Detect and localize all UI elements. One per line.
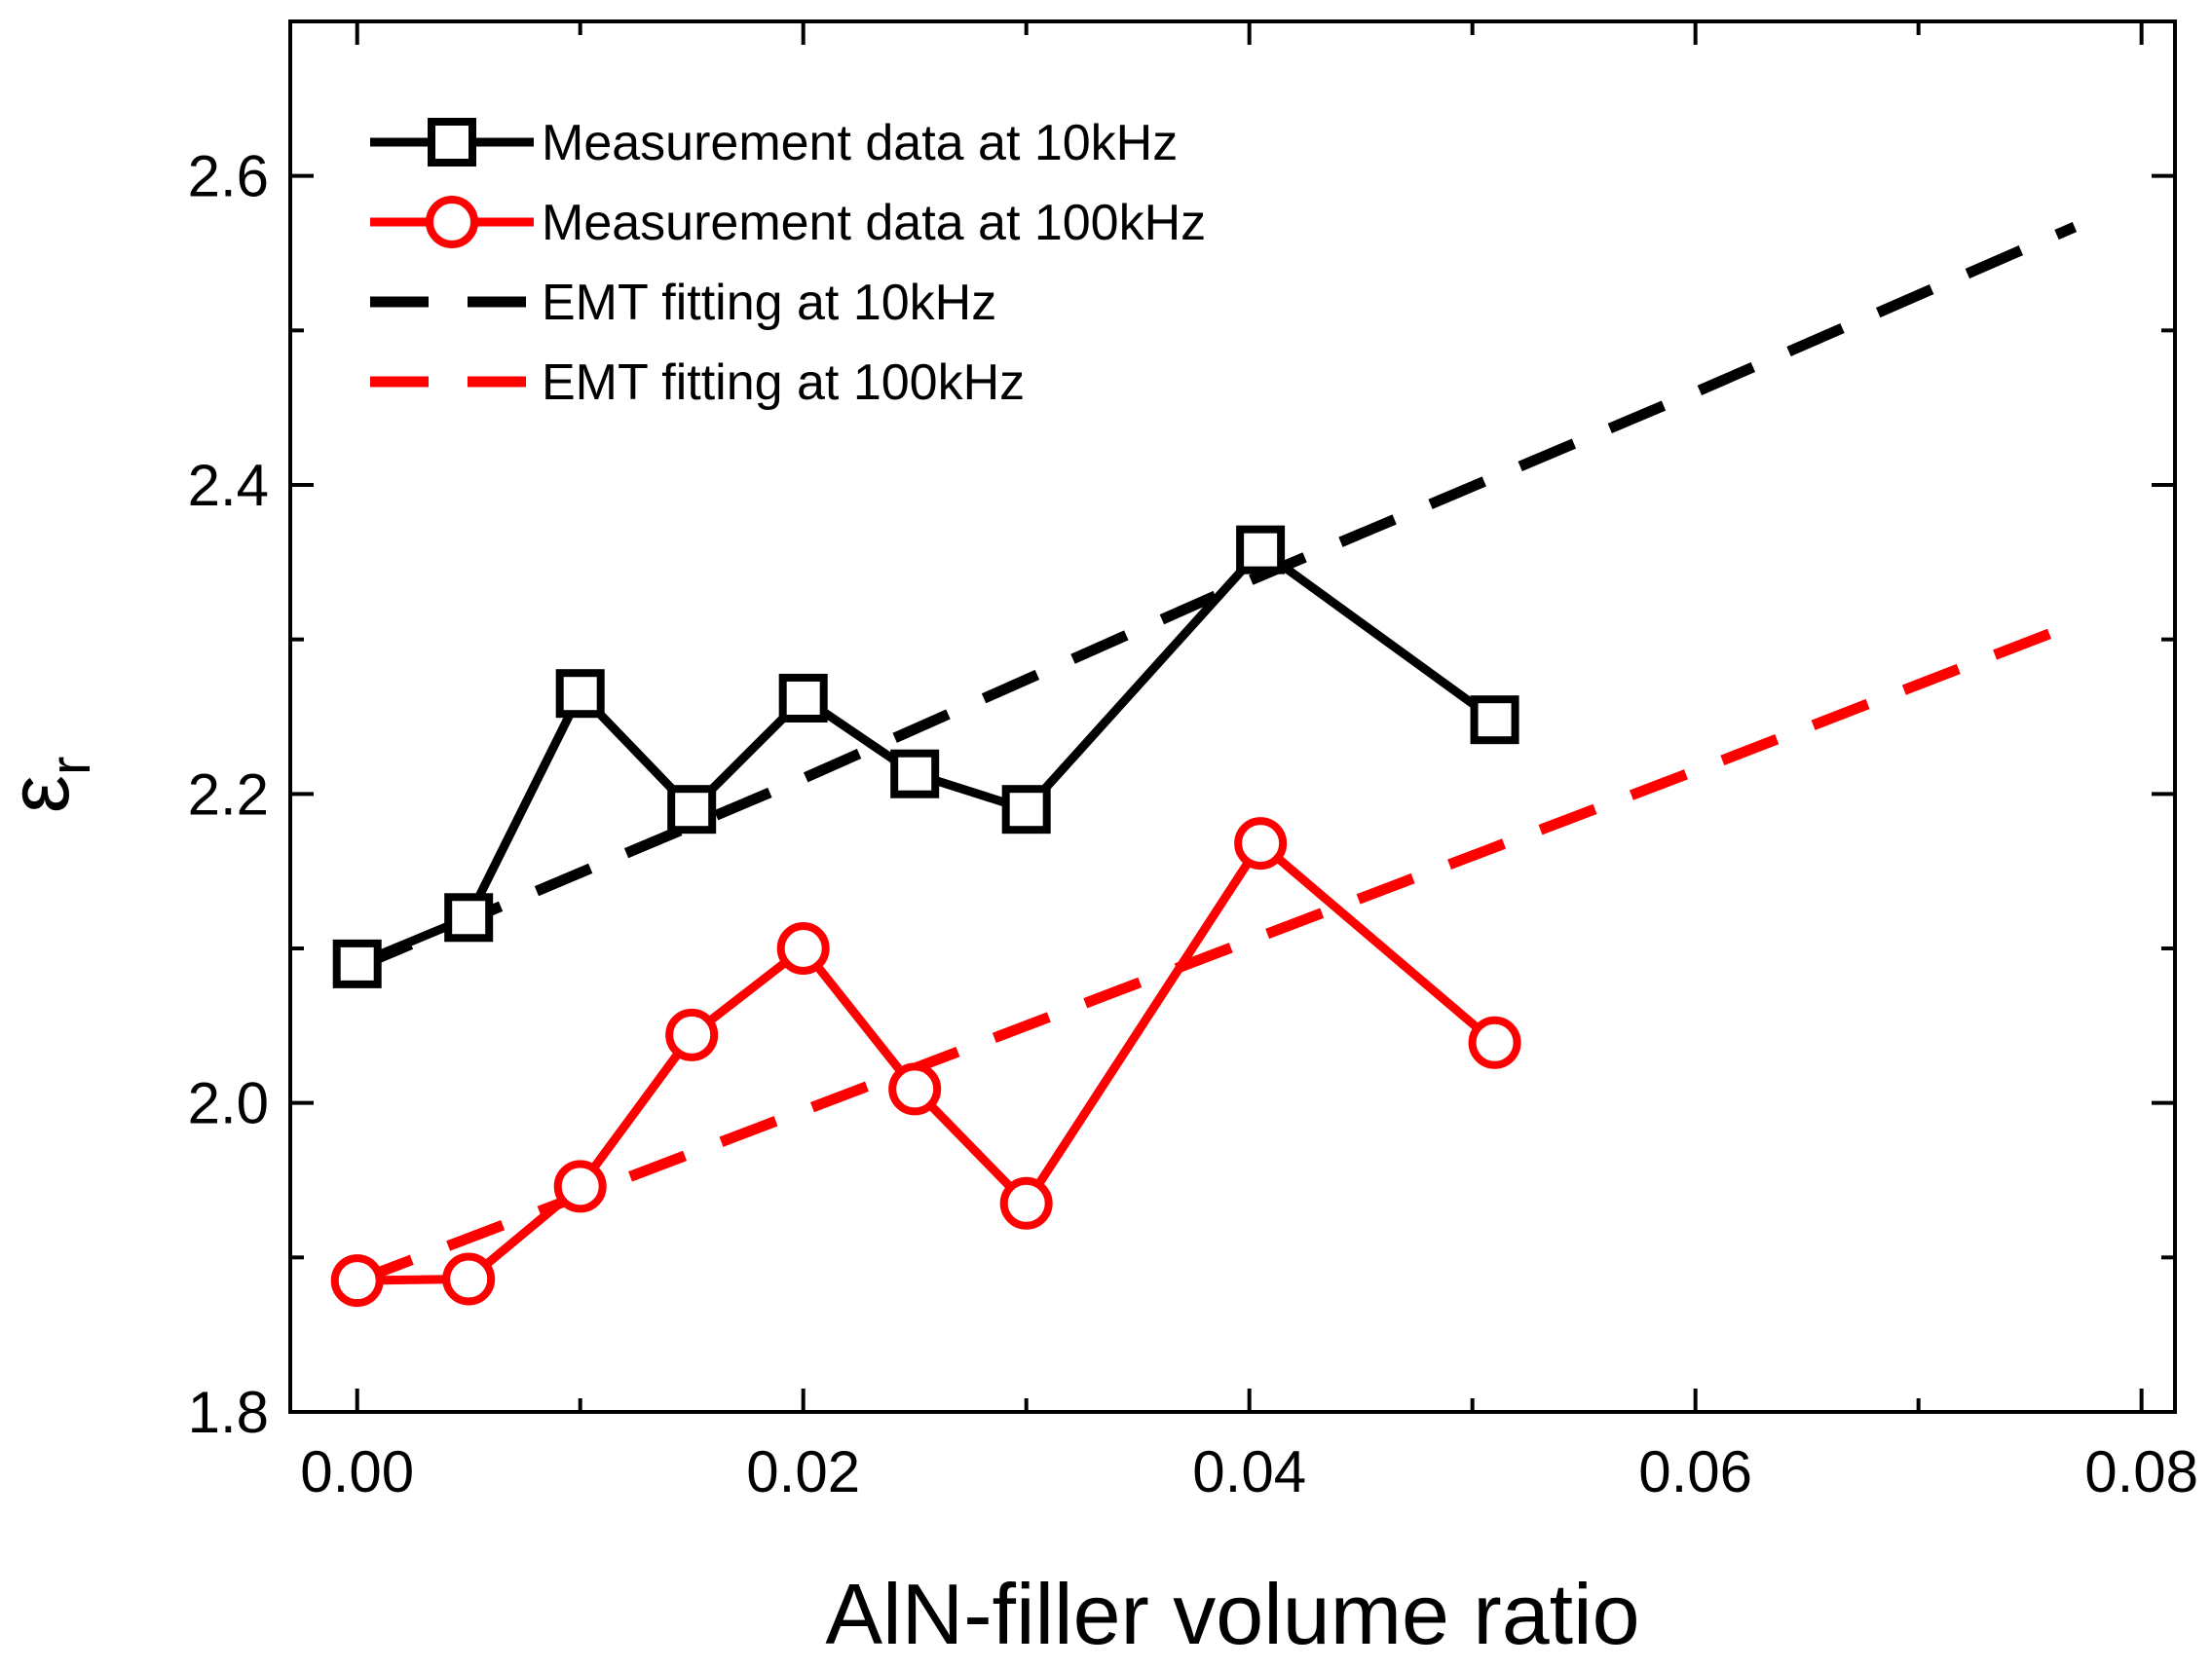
series-line xyxy=(355,618,2077,1286)
plot-frame xyxy=(288,19,2177,1414)
y-axis-symbol: ε xyxy=(0,775,87,813)
legend-label: EMT fitting at 10kHz xyxy=(542,275,996,331)
data-point xyxy=(1234,817,1288,871)
legend-marker xyxy=(426,196,478,248)
legend-item: Measurement data at 10kHz xyxy=(370,115,1178,171)
data-point xyxy=(332,939,382,988)
data-point xyxy=(778,673,828,723)
series-layer xyxy=(330,221,2078,1308)
data-point xyxy=(888,1062,942,1116)
x-tick-label: 0.08 xyxy=(2084,1439,2198,1504)
x-tick-label: 0.02 xyxy=(746,1439,860,1504)
legend-marker xyxy=(428,118,476,167)
data-point xyxy=(1468,1016,1521,1069)
x-tick-label: 0.06 xyxy=(1638,1439,1752,1504)
legend: Measurement data at 10kHz Measurement dat… xyxy=(370,115,1206,411)
legend-label: Measurement data at 10kHz xyxy=(542,115,1178,171)
data-point xyxy=(1236,525,1286,575)
legend-label: Measurement data at 100kHz xyxy=(542,195,1206,251)
y-tick-label: 2.2 xyxy=(188,761,269,827)
x-tick-label: 0.04 xyxy=(1192,1439,1306,1504)
series-3 xyxy=(355,618,2077,1286)
data-point xyxy=(1470,695,1519,745)
series-1 xyxy=(330,817,1521,1308)
legend-item: Measurement data at 100kHz xyxy=(370,195,1206,251)
tick-labels-layer: 0.00 0.02 0.04 0.06 0.08 1.8 2.0 2.2 2.4 2.6 xyxy=(188,144,2198,1504)
data-point xyxy=(890,749,940,798)
legend-item: EMT fitting at 10kHz xyxy=(370,275,996,331)
series-line xyxy=(355,221,2078,973)
data-point xyxy=(553,1160,607,1213)
series-2 xyxy=(355,221,2078,973)
y-axis-subscript: r xyxy=(39,757,102,775)
x-axis-title: AlN-filler volume ratio xyxy=(825,1566,1639,1662)
ticks-layer xyxy=(290,19,2175,1414)
data-point xyxy=(999,1176,1053,1230)
data-point xyxy=(665,1008,719,1061)
y-tick-label: 2.4 xyxy=(188,453,269,518)
data-point xyxy=(667,785,717,834)
data-point xyxy=(444,893,494,943)
y-tick-label: 1.8 xyxy=(188,1380,269,1445)
data-point xyxy=(1001,785,1051,834)
legend-item: EMT fitting at 100kHz xyxy=(370,354,1025,411)
y-tick-label: 2.0 xyxy=(188,1071,269,1136)
data-point xyxy=(442,1252,496,1306)
data-point xyxy=(330,1254,384,1308)
data-point xyxy=(776,922,830,975)
y-axis-title: εr xyxy=(0,757,102,814)
series-0 xyxy=(332,525,1519,988)
y-tick-label: 2.6 xyxy=(188,144,269,209)
x-tick-label: 0.00 xyxy=(300,1439,414,1504)
legend-label: EMT fitting at 100kHz xyxy=(542,354,1025,411)
data-point xyxy=(555,669,605,719)
